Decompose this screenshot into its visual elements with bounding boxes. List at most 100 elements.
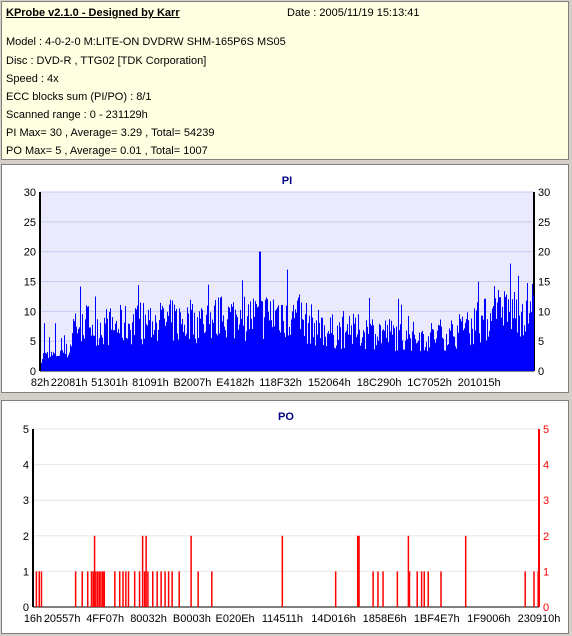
- po-bar: [407, 535, 410, 607]
- pi-bar: [84, 338, 85, 371]
- pi-bar: [342, 316, 343, 371]
- pi-bar: [463, 330, 464, 371]
- pi-bar: [423, 334, 424, 371]
- pi-bar: [452, 324, 453, 371]
- pi-bar: [136, 309, 137, 371]
- po-bar: [90, 571, 93, 607]
- pi-bar: [230, 311, 231, 371]
- po-x-tick-label: 16h: [24, 613, 42, 625]
- pi-bar: [364, 332, 365, 371]
- pi-bar: [101, 335, 102, 371]
- pi-y-tick-label-right: 15: [538, 277, 550, 289]
- po-bar: [145, 535, 147, 607]
- pi-bar: [410, 338, 411, 371]
- pi-bar: [445, 350, 446, 371]
- pi-bar: [456, 348, 457, 371]
- pi-bar: [276, 309, 277, 371]
- po-y-tick-label-right: 2: [543, 531, 549, 543]
- pi-bar: [140, 302, 141, 371]
- pi-bar: [402, 340, 403, 371]
- pi-bar: [398, 298, 399, 371]
- pi-bar: [312, 317, 313, 371]
- pi-bar: [395, 351, 396, 371]
- pi-bar: [144, 338, 145, 371]
- pi-bar: [177, 333, 178, 371]
- pi-bar: [496, 318, 497, 371]
- pi-bar: [301, 302, 302, 371]
- pi-bar: [150, 308, 151, 371]
- pi-bar: [281, 304, 282, 371]
- pi-bar: [532, 283, 533, 371]
- pi-bar: [287, 269, 288, 371]
- po-bar: [141, 535, 144, 607]
- pi-bar: [525, 331, 526, 371]
- pi-bar: [228, 306, 229, 371]
- pi-bar: [352, 343, 353, 371]
- pi-bar: [299, 294, 300, 371]
- pi-bar: [481, 315, 482, 371]
- pi-bar: [314, 323, 315, 371]
- pi-bar: [137, 305, 138, 371]
- pi-bar: [97, 319, 98, 371]
- pi-bar: [209, 324, 210, 371]
- pi-bar: [68, 355, 69, 371]
- pi-bar: [316, 320, 317, 371]
- pi-bar: [282, 304, 283, 371]
- po-x-tick-label: B0003h: [173, 613, 211, 625]
- pi-y-tick-label-left: 0: [30, 366, 36, 378]
- pi-bar: [367, 326, 368, 371]
- pi-bar: [138, 285, 139, 371]
- pi-bar: [353, 313, 354, 371]
- pi-bar: [111, 329, 112, 371]
- pi-y-tick-label-left: 25: [24, 217, 36, 229]
- po-bar: [334, 571, 337, 607]
- info-disc: Disc : DVD-R , TTG02 [TDK Corporation]: [6, 55, 207, 67]
- pi-bar: [59, 355, 60, 371]
- pi-y-tick-label-right: 20: [538, 247, 550, 259]
- pi-bar: [270, 301, 271, 371]
- pi-y-tick-label-right: 0: [538, 366, 544, 378]
- pi-bar: [376, 345, 377, 371]
- pi-bar: [278, 305, 279, 371]
- po-x-tick-label: 4FF07h: [86, 613, 124, 625]
- pi-bar: [422, 330, 423, 371]
- pi-bar: [366, 320, 367, 371]
- pi-bar: [453, 336, 454, 371]
- pi-bar: [334, 347, 335, 371]
- pi-bar: [114, 330, 115, 371]
- pi-bar: [303, 320, 304, 371]
- po-bar: [152, 571, 154, 607]
- po-bar: [160, 571, 162, 607]
- pi-bar: [480, 342, 481, 371]
- pi-bar: [441, 326, 442, 371]
- pi-bar: [189, 338, 190, 371]
- pi-bar: [530, 301, 531, 371]
- po-bar: [423, 571, 426, 607]
- pi-bar: [253, 298, 254, 371]
- pi-bar: [154, 330, 155, 371]
- pi-bar: [514, 292, 515, 371]
- po-bar: [92, 571, 95, 607]
- pi-bar: [57, 355, 58, 371]
- po-bar: [427, 571, 429, 607]
- pi-bar: [284, 333, 285, 371]
- pi-bar: [156, 322, 157, 371]
- pi-bar: [461, 321, 462, 371]
- pi-bar: [104, 317, 105, 371]
- po-bar: [86, 571, 89, 607]
- pi-x-tick-label: 1C7052h: [407, 377, 452, 389]
- pi-y-tick-label-left: 20: [24, 247, 36, 259]
- pi-bar: [194, 312, 195, 371]
- pi-bar: [412, 331, 413, 371]
- pi-bar: [443, 338, 444, 371]
- pi-bar: [444, 350, 445, 371]
- pi-bar: [384, 330, 385, 371]
- pi-bar: [143, 303, 144, 371]
- pi-bar: [158, 329, 159, 371]
- pi-bar: [273, 299, 274, 371]
- pi-bar: [229, 307, 230, 371]
- po-bar: [95, 571, 97, 607]
- pi-bar: [206, 314, 207, 371]
- pi-bar: [527, 283, 528, 371]
- po-bar: [156, 571, 158, 607]
